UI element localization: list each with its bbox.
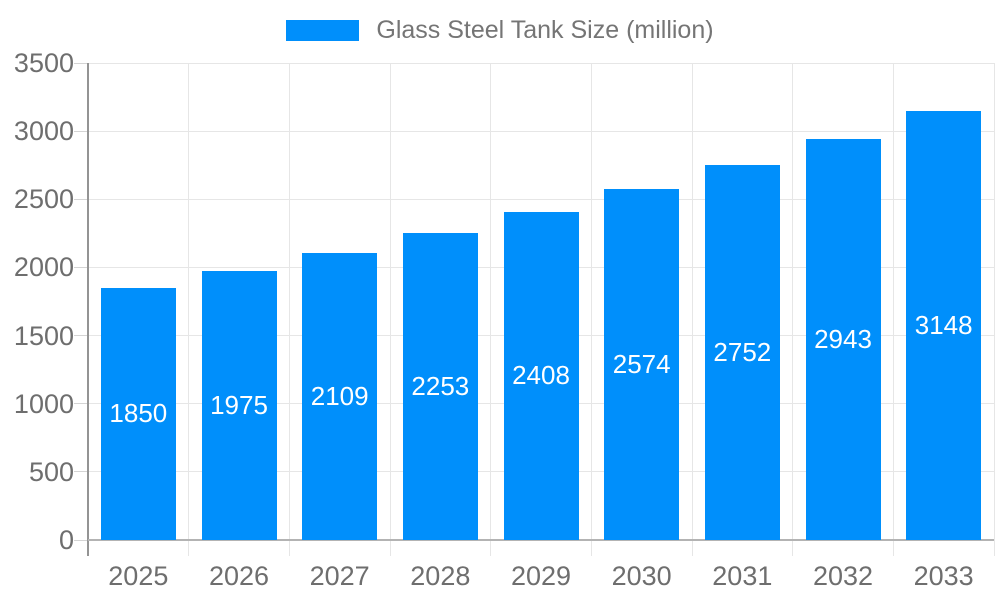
bar-value-label: 3148 <box>914 309 973 340</box>
x-gridline <box>792 63 794 556</box>
y-axis-tick <box>74 266 88 268</box>
legend-label: Glass Steel Tank Size (million) <box>376 15 714 44</box>
y-gridline <box>88 198 994 200</box>
x-gridline <box>993 63 995 556</box>
bar-value-label: 2253 <box>411 370 470 401</box>
bar-value-label: 2109 <box>310 380 369 411</box>
bar-value-label: 2408 <box>512 360 570 391</box>
bar-value-label: 1975 <box>210 389 268 420</box>
y-axis-tick <box>74 198 88 200</box>
y-axis-label: 1000 <box>13 388 74 419</box>
x-axis-label: 2032 <box>812 561 874 591</box>
x-axis-label: 2025 <box>108 561 169 591</box>
bar: 2253 <box>402 232 478 540</box>
bar: 2943 <box>805 138 881 540</box>
y-axis-label: 500 <box>28 456 74 487</box>
bar-value-label: 2752 <box>713 336 772 367</box>
y-axis-label: 3000 <box>13 116 74 147</box>
x-axis-label: 2029 <box>510 561 572 591</box>
bar: 1975 <box>201 270 277 540</box>
bar: 2574 <box>604 189 680 540</box>
legend-marker <box>286 19 360 41</box>
y-axis-label: 3500 <box>13 48 74 78</box>
bar: 2752 <box>704 164 780 540</box>
legend-item[interactable]: Glass Steel Tank Size (million) <box>0 12 1000 48</box>
bar-value-label: 2943 <box>814 323 872 354</box>
bar: 2408 <box>503 211 579 540</box>
x-gridline <box>389 63 391 556</box>
y-axis-line <box>87 63 89 556</box>
x-gridline <box>288 63 290 556</box>
x-gridline <box>490 63 492 556</box>
y-axis-label: 2000 <box>13 252 74 283</box>
x-axis-label: 2031 <box>712 561 773 591</box>
bar: 2109 <box>302 252 378 540</box>
bar: 3148 <box>906 110 982 540</box>
x-axis-label: 2027 <box>309 561 370 591</box>
y-axis-label: 2500 <box>13 184 74 215</box>
x-axis-label: 2026 <box>208 561 270 591</box>
bar-value-label: 2574 <box>612 349 671 380</box>
x-gridline <box>590 63 592 556</box>
x-axis-label: 2028 <box>410 561 471 591</box>
y-axis-tick <box>74 403 88 405</box>
bar-value-label: 1850 <box>109 398 168 429</box>
y-axis-tick <box>74 130 88 132</box>
x-gridline <box>892 63 894 556</box>
y-gridline <box>88 130 994 132</box>
y-axis-label: 0 <box>58 525 74 555</box>
x-axis-label: 2030 <box>611 561 672 591</box>
y-axis-tick <box>74 539 88 541</box>
x-axis-label: 2033 <box>913 561 974 591</box>
y-axis-label: 1500 <box>13 320 74 351</box>
x-gridline <box>691 63 693 556</box>
y-axis-tick <box>74 62 88 64</box>
y-axis-tick <box>74 471 88 473</box>
y-gridline <box>88 62 994 64</box>
x-axis-line <box>88 539 994 541</box>
y-axis-tick <box>74 335 88 337</box>
bar: 1850 <box>100 287 176 540</box>
x-gridline <box>188 63 190 556</box>
